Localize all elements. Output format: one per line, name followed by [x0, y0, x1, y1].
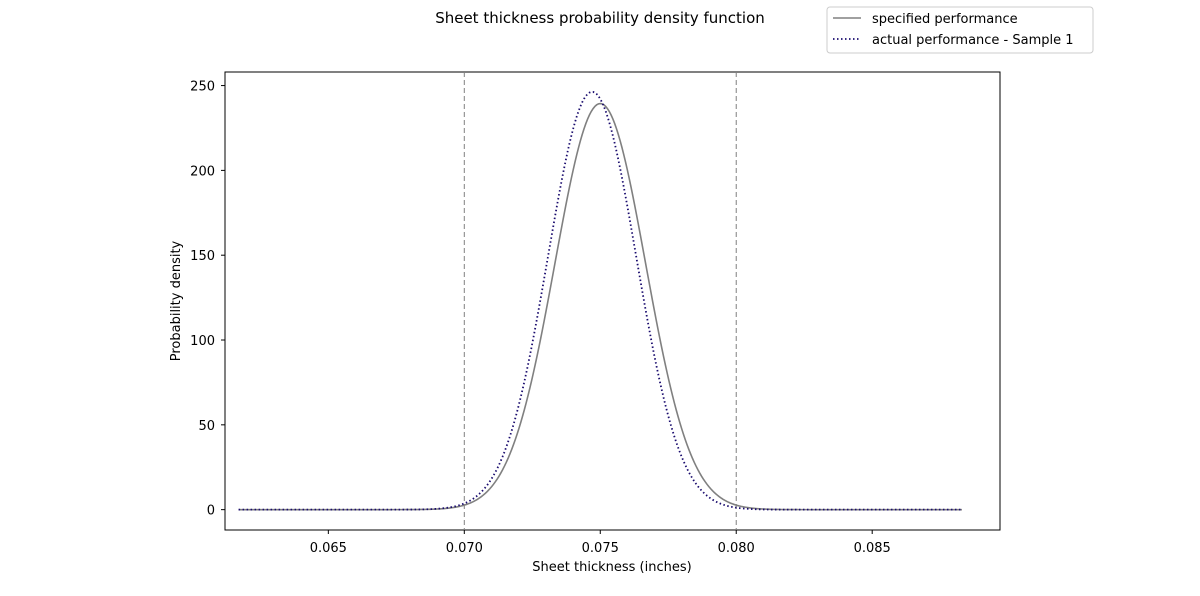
- legend-label-specified: specified performance: [872, 12, 1018, 27]
- legend-label-actual: actual performance - Sample 1: [872, 33, 1074, 48]
- y-tick-label: 200: [190, 164, 215, 179]
- y-tick-label: 50: [198, 419, 215, 434]
- x-tick-label: 0.065: [310, 541, 347, 556]
- y-tick-label: 150: [190, 249, 215, 264]
- series-line-2: [238, 91, 962, 511]
- x-tick-label: 0.075: [582, 541, 619, 556]
- series-lines: [238, 91, 962, 511]
- legend: specified performance actual performance…: [826, 6, 1094, 54]
- chart-title: Sheet thickness probability density func…: [435, 9, 765, 27]
- y-tick-label: 100: [190, 334, 215, 349]
- y-tick-label: 0: [207, 504, 215, 519]
- y-tick-label: 250: [190, 80, 215, 95]
- y-axis-title: Probability density: [169, 240, 184, 361]
- x-tick-label: 0.080: [718, 541, 755, 556]
- reference-lines: [463, 72, 737, 530]
- plot-area: [224, 71, 1001, 531]
- y-axis-ticks: 0 50 100 150 200 250: [190, 80, 225, 519]
- x-tick-label: 0.085: [854, 541, 891, 556]
- x-tick-label: 0.070: [446, 541, 483, 556]
- series-line-1: [238, 102, 962, 511]
- x-axis-title: Sheet thickness (inches): [532, 560, 691, 575]
- legend-box: [826, 6, 1094, 54]
- x-axis-ticks: 0.065 0.070 0.075 0.080 0.085: [310, 530, 891, 556]
